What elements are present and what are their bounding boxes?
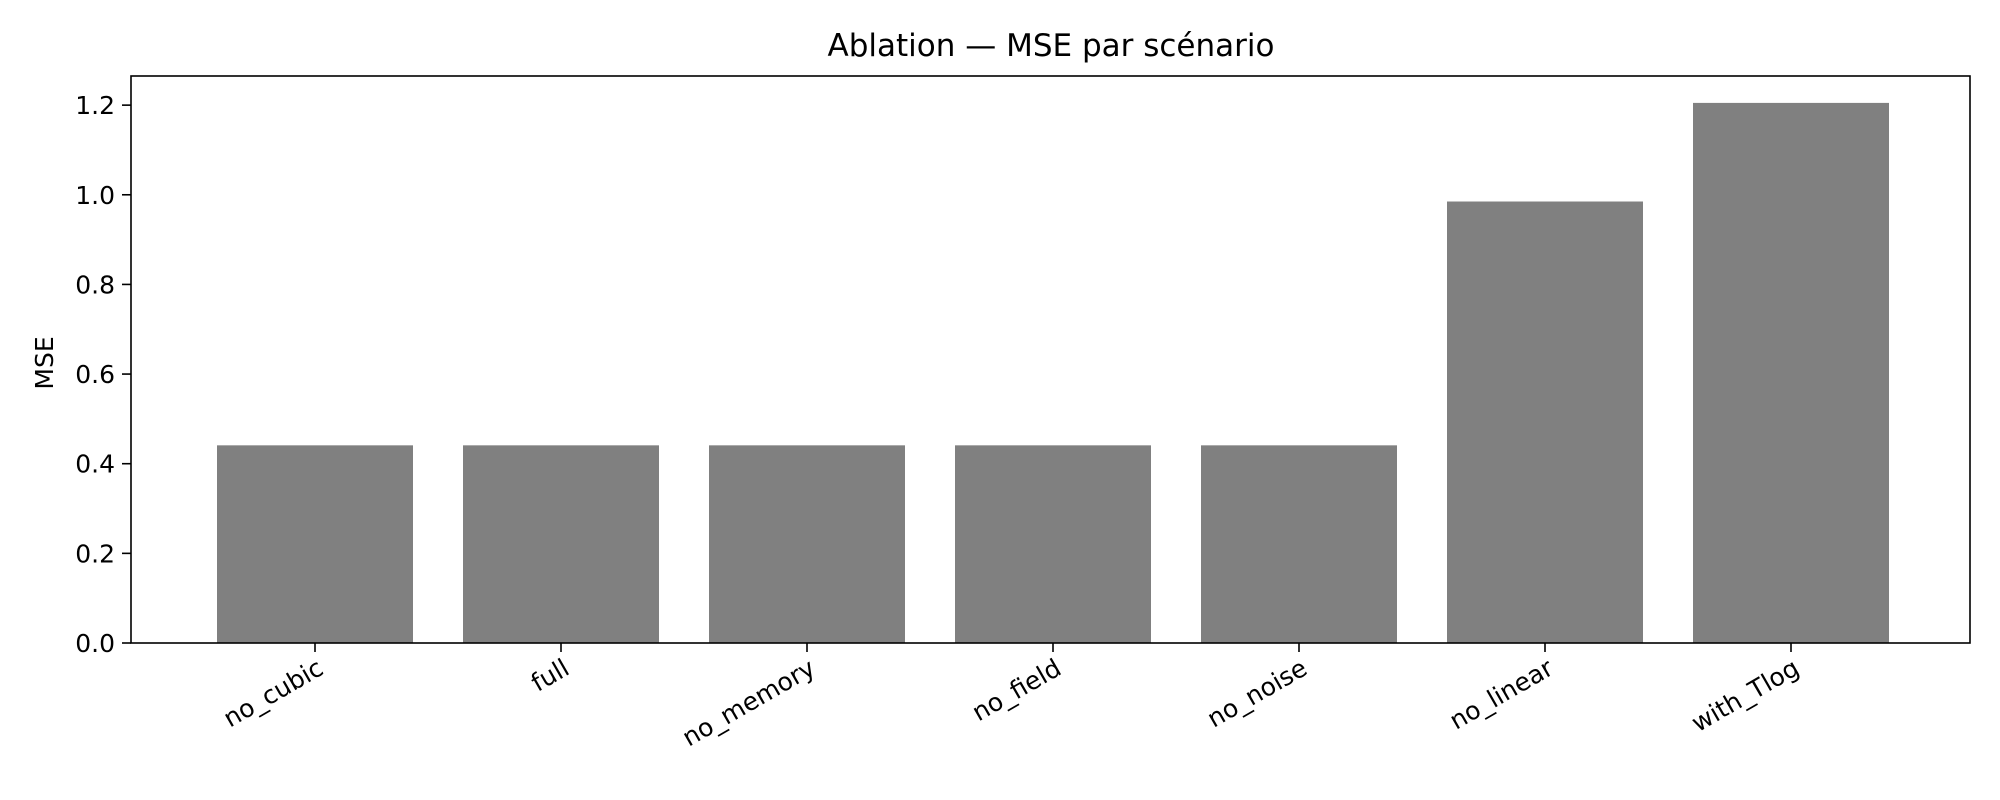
plot-frame [130,75,1971,644]
y-tick-label: 0.8 [75,270,115,299]
bar-full [463,445,659,643]
bar-no-cubic [217,445,413,643]
y-tick-label: 0.6 [75,360,115,389]
bar-no-linear [1447,201,1643,643]
bar-with-Tlog [1693,102,1889,643]
bar-no-memory [709,445,905,643]
x-tick-label: no_cubic [218,653,328,733]
y-ticks-layer: 0.0 0.2 0.4 0.6 0.8 1.0 1.2 [75,91,131,658]
x-tick-label: no_field [967,653,1066,727]
x-ticks-layer: no_cubic full no_memory no_field no_noise no_… [218,643,1804,752]
y-tick-label: 1.0 [75,181,115,210]
y-tick-label: 0.2 [75,539,115,568]
bars-layer [217,102,1889,643]
y-tick-label: 0.4 [75,450,115,479]
x-tick-label: no_memory [677,653,820,752]
x-tick-label: no_noise [1202,653,1312,733]
x-tick-label: full [526,653,574,697]
x-tick-label: no_linear [1444,653,1558,736]
bar-no-field [955,445,1151,643]
chart-title: Ablation — MSE par scénario [828,28,1275,64]
y-axis-label: MSE [30,336,59,389]
y-tick-label: 0.0 [75,629,115,658]
x-tick-label: with_Tlog [1687,653,1804,738]
y-tick-label: 1.2 [75,91,115,120]
bar-no-noise [1201,445,1397,643]
